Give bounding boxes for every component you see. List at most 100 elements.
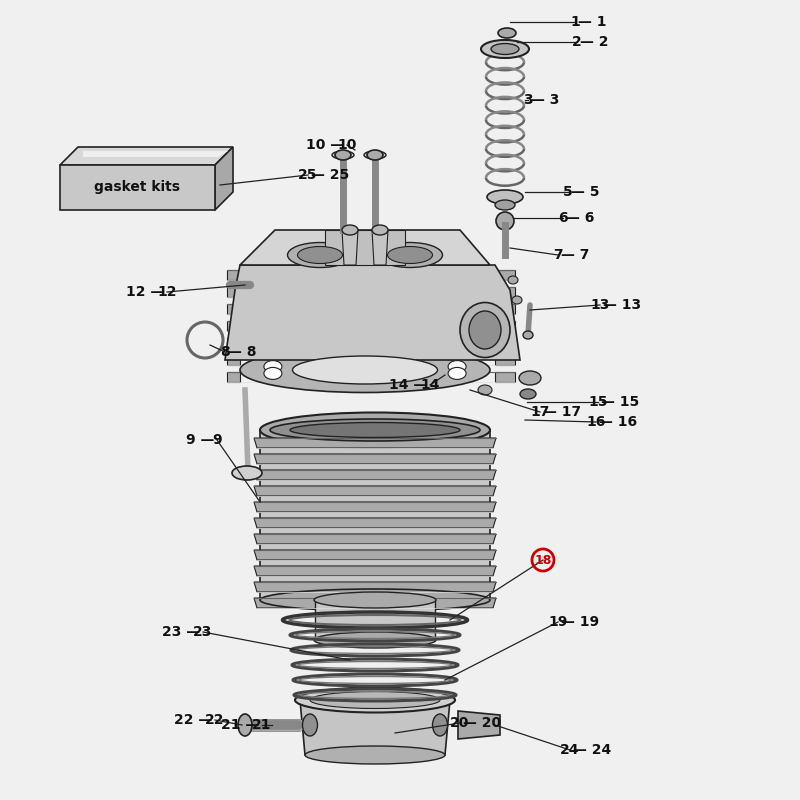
Text: 21: 21	[252, 718, 272, 732]
Text: 2: 2	[572, 35, 582, 49]
Text: — 15: — 15	[601, 395, 639, 409]
Ellipse shape	[260, 413, 490, 447]
Ellipse shape	[387, 246, 433, 263]
Text: 25: 25	[298, 168, 318, 182]
Text: — 7: — 7	[561, 248, 590, 262]
Polygon shape	[495, 287, 515, 297]
Text: — 24: — 24	[573, 743, 611, 757]
Ellipse shape	[314, 592, 436, 608]
Text: — 19: — 19	[561, 615, 599, 629]
Polygon shape	[254, 438, 496, 448]
Text: 3: 3	[523, 93, 533, 107]
Polygon shape	[227, 304, 240, 314]
Text: — 8: — 8	[228, 345, 257, 359]
Ellipse shape	[260, 589, 490, 611]
Text: 22 —: 22 —	[174, 713, 212, 727]
Ellipse shape	[481, 40, 529, 58]
Text: — 6: — 6	[566, 211, 594, 225]
Text: 7: 7	[553, 248, 563, 262]
Polygon shape	[227, 321, 240, 331]
Ellipse shape	[335, 150, 351, 160]
Text: 14 —: 14 —	[389, 378, 427, 392]
Text: — 25: — 25	[311, 168, 350, 182]
Polygon shape	[227, 355, 240, 365]
Text: 20: 20	[450, 716, 470, 730]
Ellipse shape	[293, 356, 438, 384]
Polygon shape	[227, 338, 240, 348]
Ellipse shape	[448, 361, 466, 373]
Polygon shape	[254, 454, 496, 464]
Polygon shape	[83, 151, 228, 157]
Text: — 3: — 3	[531, 93, 559, 107]
Ellipse shape	[372, 225, 388, 235]
Polygon shape	[254, 582, 496, 592]
Text: 23: 23	[194, 625, 213, 639]
Text: 12: 12	[158, 285, 177, 299]
Ellipse shape	[290, 422, 460, 438]
Polygon shape	[254, 518, 496, 528]
Ellipse shape	[508, 276, 518, 284]
Polygon shape	[60, 147, 233, 165]
Polygon shape	[300, 700, 450, 755]
Ellipse shape	[305, 746, 445, 764]
Polygon shape	[315, 600, 435, 640]
Text: 21 —: 21 —	[221, 718, 259, 732]
Text: 5: 5	[563, 185, 573, 199]
Text: 13: 13	[590, 298, 610, 312]
Text: 24: 24	[560, 743, 580, 757]
Polygon shape	[254, 566, 496, 576]
Ellipse shape	[264, 367, 282, 379]
Ellipse shape	[364, 151, 386, 159]
Polygon shape	[260, 430, 490, 600]
Ellipse shape	[238, 714, 252, 736]
Polygon shape	[495, 355, 515, 365]
Text: 10: 10	[338, 138, 357, 152]
Text: 12 —: 12 —	[126, 285, 164, 299]
Polygon shape	[254, 598, 496, 608]
Polygon shape	[458, 711, 500, 739]
Ellipse shape	[332, 151, 354, 159]
Polygon shape	[495, 321, 515, 331]
Ellipse shape	[433, 714, 447, 736]
Text: 10 —: 10 —	[306, 138, 344, 152]
Text: 17: 17	[530, 405, 550, 419]
Polygon shape	[227, 372, 240, 382]
Text: 23 —: 23 —	[162, 625, 200, 639]
Ellipse shape	[520, 389, 536, 399]
Ellipse shape	[469, 311, 501, 349]
Polygon shape	[495, 338, 515, 348]
Ellipse shape	[378, 242, 442, 267]
Polygon shape	[254, 470, 496, 480]
Ellipse shape	[448, 367, 466, 379]
Text: 14: 14	[420, 378, 440, 392]
Text: — 5: — 5	[571, 185, 599, 199]
Text: 16: 16	[586, 415, 606, 429]
Ellipse shape	[512, 296, 522, 304]
Text: — 17: — 17	[543, 405, 581, 419]
Polygon shape	[495, 304, 515, 314]
Text: — 20: — 20	[463, 716, 501, 730]
Polygon shape	[372, 230, 388, 265]
Text: 8: 8	[220, 345, 230, 359]
Text: 9 —: 9 —	[186, 433, 214, 447]
Text: 1: 1	[570, 15, 580, 29]
Polygon shape	[240, 230, 490, 265]
Polygon shape	[254, 534, 496, 544]
Ellipse shape	[342, 225, 358, 235]
Ellipse shape	[270, 419, 480, 441]
Ellipse shape	[491, 43, 519, 54]
Polygon shape	[215, 147, 233, 210]
Text: — 1: — 1	[578, 15, 606, 29]
Polygon shape	[342, 230, 358, 265]
Text: 22: 22	[206, 713, 225, 727]
Polygon shape	[325, 230, 405, 265]
Ellipse shape	[264, 361, 282, 373]
Ellipse shape	[498, 28, 516, 38]
Text: 9: 9	[212, 433, 222, 447]
Ellipse shape	[314, 632, 436, 648]
Polygon shape	[60, 165, 215, 210]
Ellipse shape	[487, 190, 523, 204]
Polygon shape	[254, 486, 496, 496]
Ellipse shape	[295, 687, 455, 713]
Text: — 16: — 16	[599, 415, 637, 429]
